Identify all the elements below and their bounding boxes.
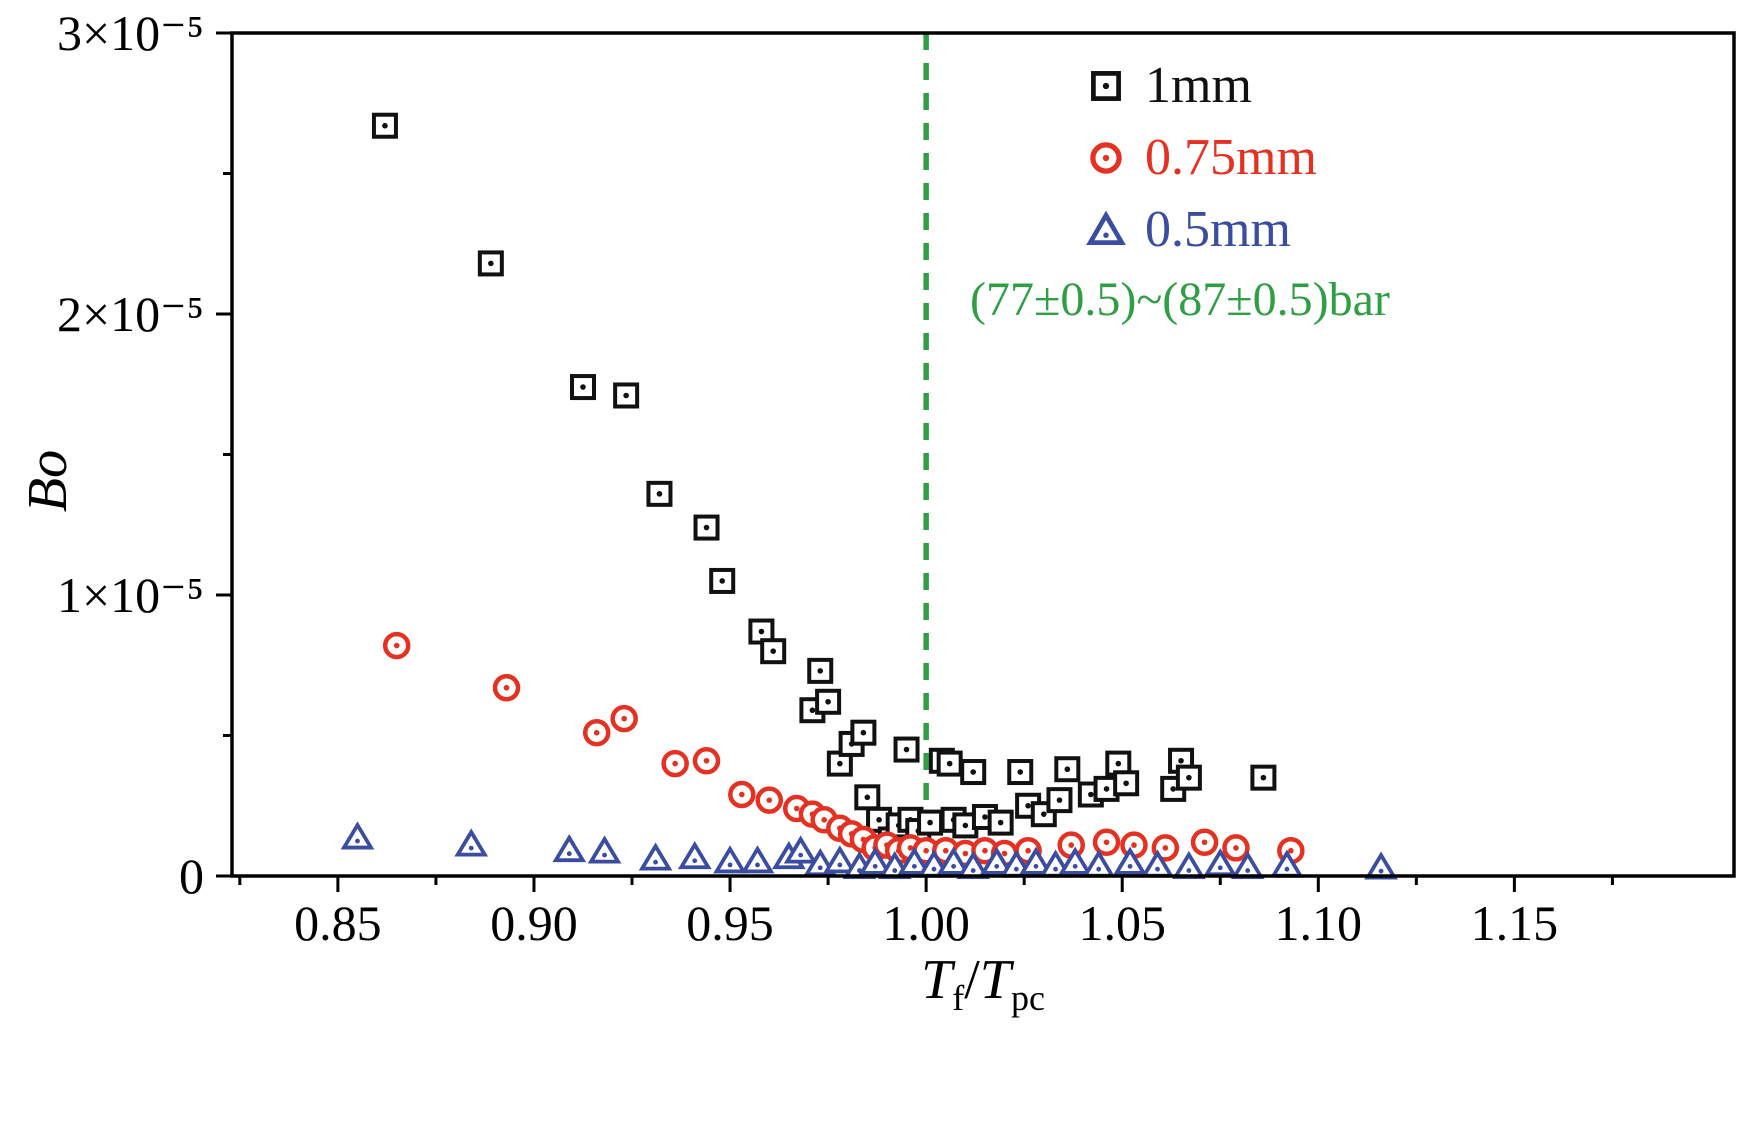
y-tick-label: 2×10⁻⁵: [57, 286, 204, 342]
data-point-square: [807, 657, 834, 684]
data-point-triangle: [823, 845, 857, 874]
triangle-marker-icon: [1086, 210, 1126, 245]
data-point-triangle: [858, 846, 893, 875]
data-point-circle: [492, 673, 521, 702]
data-point-square: [952, 812, 979, 839]
circle-marker-icon: [1090, 142, 1122, 174]
y-tick-label: 3×10⁻⁵: [57, 5, 204, 61]
x-axis-label-subscript: f: [952, 978, 965, 1019]
data-point-circle: [382, 631, 411, 660]
data-point-triangle: [936, 846, 971, 875]
data-point-circle: [582, 718, 611, 747]
x-tick-label: 0.90: [490, 895, 578, 951]
legend-label-0.5mm: 0.5mm: [1145, 201, 1291, 258]
data-point-triangle: [454, 828, 489, 857]
x-tick-label: 1.15: [1471, 895, 1559, 951]
plot-border: [230, 31, 1736, 878]
x-tick-label: 1.05: [1078, 895, 1166, 951]
data-point-circle: [1057, 831, 1085, 859]
data-point-triangle: [552, 834, 587, 863]
data-point-triangle: [740, 845, 775, 874]
legend-label-0.75mm: 0.75mm: [1145, 129, 1317, 186]
data-point-circle: [1190, 828, 1219, 857]
x-tick-label: 0.95: [686, 895, 774, 951]
data-point-square: [760, 638, 787, 665]
data-point-square: [1054, 756, 1081, 783]
data-point-square: [613, 382, 640, 409]
legend-item-0.5mm: 0.5mm: [1085, 199, 1317, 261]
y-tick-label: 1×10⁻⁵: [57, 567, 204, 623]
data-point-triangle: [1172, 850, 1206, 879]
data-point-square: [1046, 787, 1073, 814]
data-point-square: [1250, 764, 1277, 791]
data-point-triangle: [897, 846, 932, 875]
data-point-circle: [692, 747, 721, 775]
data-point-square: [850, 719, 877, 746]
data-point-circle: [610, 704, 638, 733]
x-axis-label-symbol: T: [921, 949, 953, 1011]
data-point-circle: [971, 836, 999, 865]
data-point-square: [936, 750, 963, 777]
x-axis-label: Tf/Tpc: [232, 948, 1734, 1019]
data-point-square: [709, 567, 736, 594]
data-point-square: [960, 759, 987, 786]
pressure-annotation: (77±0.5)~(87±0.5)bar: [970, 273, 1390, 326]
data-point-circle: [1222, 834, 1250, 862]
data-point-square: [815, 688, 842, 715]
data-point-triangle: [979, 846, 1014, 875]
data-point-square: [854, 784, 881, 811]
data-point-square: [693, 514, 720, 541]
x-axis-label-subscript-2: pc: [1010, 978, 1045, 1019]
data-point-triangle: [1019, 846, 1053, 875]
data-point-square: [569, 374, 596, 401]
legend-label-1mm: 1mm: [1145, 57, 1252, 114]
data-point-square: [371, 112, 398, 139]
y-tick-label: 0: [179, 848, 204, 904]
data-point-square: [987, 809, 1014, 836]
data-point-triangle: [1113, 846, 1147, 875]
y-axis-label: Bo: [17, 449, 79, 513]
data-point-square: [1007, 759, 1034, 786]
data-point-square: [917, 809, 944, 836]
legend-item-0.75mm: 0.75mm: [1085, 127, 1317, 189]
data-point-square: [1175, 764, 1202, 791]
data-point-triangle: [1058, 846, 1093, 875]
data-point-circle: [728, 780, 756, 809]
data-point-circle: [1092, 828, 1121, 857]
data-point-triangle: [638, 842, 673, 871]
data-point-square: [1113, 770, 1140, 797]
data-point-triangle: [783, 835, 818, 864]
data-point-square: [893, 736, 920, 763]
data-point-triangle: [1081, 849, 1116, 878]
data-point-triangle: [677, 841, 712, 870]
data-point-square: [646, 480, 673, 507]
x-tick-label: 0.85: [294, 895, 382, 951]
x-axis-label-separator: /: [964, 949, 980, 1011]
data-point-circle: [661, 749, 689, 778]
x-tick-label: 1.00: [882, 895, 970, 951]
data-point-circle: [755, 786, 784, 814]
x-tick-label: 1.10: [1275, 895, 1363, 951]
data-point-triangle: [587, 835, 622, 864]
data-point-circle: [1120, 831, 1148, 859]
legend-item-1mm: 1mm: [1085, 55, 1317, 117]
data-point-triangle: [340, 821, 375, 850]
data-point-square: [477, 250, 504, 277]
data-point-triangle: [713, 845, 747, 874]
square-marker-icon: [1091, 71, 1121, 101]
legend: 1mm 0.75mm 0.5mm: [1085, 55, 1317, 261]
x-axis-label-symbol-2: T: [979, 949, 1011, 1011]
